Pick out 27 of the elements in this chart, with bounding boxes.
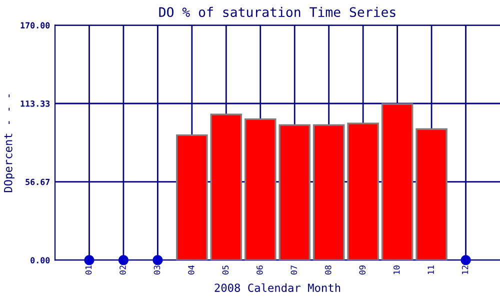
y-tick-label: 56.67 (26, 178, 50, 186)
chart-title: DO % of saturation Time Series (159, 6, 396, 18)
x-tick-label: 10 (393, 266, 400, 274)
x-tick-label: 12 (462, 266, 468, 274)
x-axis-title: 2008 Calendar Month (214, 283, 340, 292)
bar (176, 134, 208, 260)
bar (278, 124, 311, 260)
x-tick-label: 02 (120, 266, 126, 274)
y-tick-label: 170.00 (20, 22, 50, 28)
bar (347, 122, 379, 260)
x-tick-label: 01 (85, 266, 92, 274)
bar (312, 124, 345, 260)
y-tick-label: 113.33 (20, 100, 50, 107)
x-tick-label: 08 (324, 265, 332, 274)
x-tick-label: 05 (222, 266, 229, 274)
y-axis-title: DOpercent - - - (4, 94, 14, 192)
x-tick-label: 09 (359, 266, 366, 274)
x-tick-label: 11 (428, 266, 434, 274)
bar (244, 118, 276, 260)
bar (381, 103, 414, 260)
x-tick-label: 04 (188, 265, 194, 274)
x-tick-label: 06 (256, 266, 263, 274)
x-tick-label: 07 (290, 266, 298, 274)
bar (416, 128, 448, 260)
x-tick-label: 03 (154, 266, 160, 274)
bar (210, 114, 242, 260)
y-tick-label: 0.00 (30, 257, 50, 264)
